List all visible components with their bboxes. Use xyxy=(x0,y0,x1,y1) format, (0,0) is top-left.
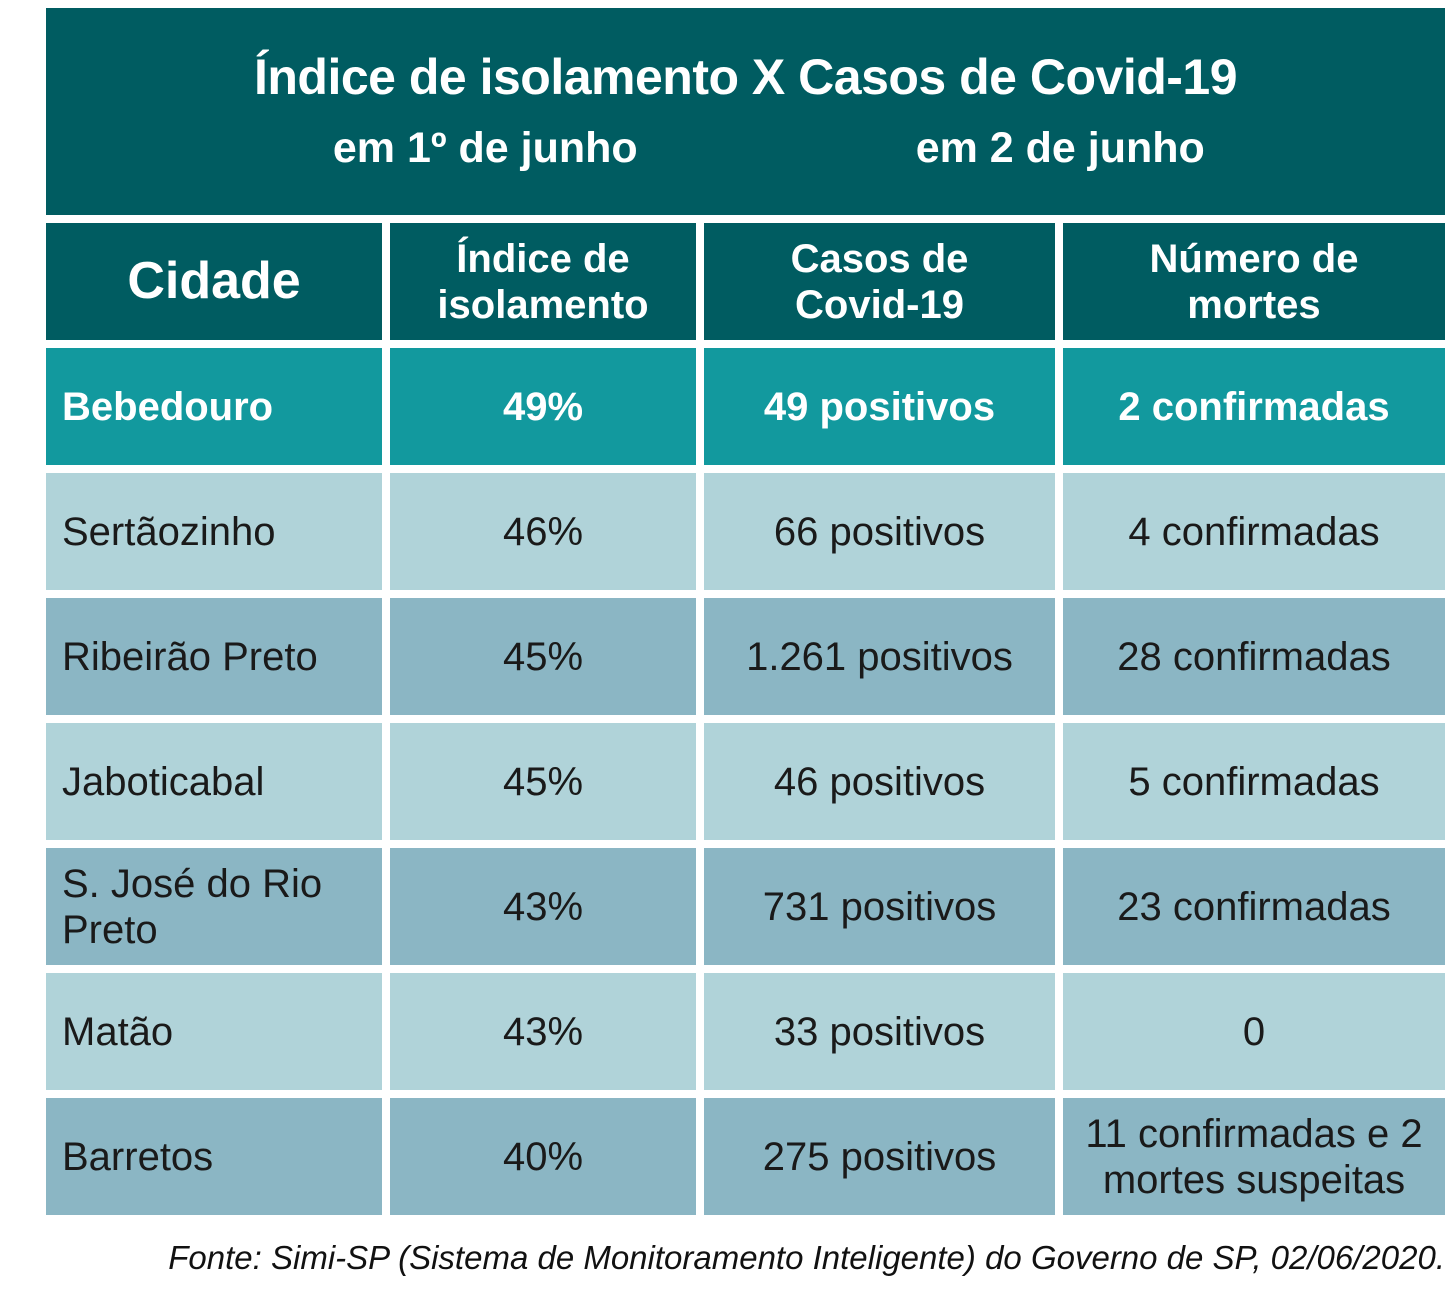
cell-city: S. José do Rio Preto xyxy=(46,848,382,965)
subtitle-date-right: em 2 de junho xyxy=(915,124,1205,172)
header-cell-cidade: Cidade xyxy=(46,223,382,340)
table-body: Bebedouro 49% 49 positivos 2 confirmadas… xyxy=(46,348,1445,1215)
cell-cases: 33 positivos xyxy=(704,973,1055,1090)
cell-cases: 66 positivos xyxy=(704,473,1055,590)
cell-cases: 731 positivos xyxy=(704,848,1055,965)
cell-deaths: 5 confirmadas xyxy=(1063,723,1445,840)
table-title-band: Índice de isolamento X Casos de Covid-19… xyxy=(46,8,1445,215)
cell-deaths: 28 confirmadas xyxy=(1063,598,1445,715)
header-cell-mortes: Número de mortes xyxy=(1063,223,1445,340)
cell-city: Matão xyxy=(46,973,382,1090)
cell-deaths: 4 confirmadas xyxy=(1063,473,1445,590)
cell-city: Barretos xyxy=(46,1098,382,1215)
cell-city: Ribeirão Preto xyxy=(46,598,382,715)
isolation-covid-table: Índice de isolamento X Casos de Covid-19… xyxy=(46,8,1445,1277)
cell-isolation: 40% xyxy=(390,1098,696,1215)
table-row: Matão 43% 33 positivos 0 xyxy=(46,973,1445,1090)
source-caption: Fonte: Simi-SP (Sistema de Monitoramento… xyxy=(168,1239,1445,1276)
table-row: Ribeirão Preto 45% 1.261 positivos 28 co… xyxy=(46,598,1445,715)
cell-isolation: 43% xyxy=(390,973,696,1090)
table-row: Jaboticabal 45% 46 positivos 5 confirmad… xyxy=(46,723,1445,840)
cell-cases: 49 positivos xyxy=(704,348,1055,465)
table-row: Sertãozinho 46% 66 positivos 4 confirmad… xyxy=(46,473,1445,590)
cell-isolation: 49% xyxy=(390,348,696,465)
cell-city: Bebedouro xyxy=(46,348,382,465)
subtitle-date-left: em 1º de junho xyxy=(332,124,638,172)
cell-isolation: 45% xyxy=(390,723,696,840)
cell-isolation: 46% xyxy=(390,473,696,590)
cell-city: Sertãozinho xyxy=(46,473,382,590)
cell-isolation: 45% xyxy=(390,598,696,715)
table-row: S. José do Rio Preto 43% 731 positivos 2… xyxy=(46,848,1445,965)
table-row: Bebedouro 49% 49 positivos 2 confirmadas xyxy=(46,348,1445,465)
cell-deaths: 11 confirmadas e 2 mortes suspeitas xyxy=(1063,1098,1445,1215)
cell-cases: 1.261 positivos xyxy=(704,598,1055,715)
cell-deaths: 23 confirmadas xyxy=(1063,848,1445,965)
cell-isolation: 43% xyxy=(390,848,696,965)
cell-deaths: 0 xyxy=(1063,973,1445,1090)
header-cell-casos: Casos de Covid-19 xyxy=(704,223,1055,340)
cell-city: Jaboticabal xyxy=(46,723,382,840)
cell-cases: 46 positivos xyxy=(704,723,1055,840)
table-title: Índice de isolamento X Casos de Covid-19 xyxy=(253,49,1238,105)
cell-deaths: 2 confirmadas xyxy=(1063,348,1445,465)
cell-cases: 275 positivos xyxy=(704,1098,1055,1215)
header-cell-isolamento: Índice de isolamento xyxy=(390,223,696,340)
table-row: Barretos 40% 275 positivos 11 confirmada… xyxy=(46,1098,1445,1215)
table-header-row: Cidade Índice de isolamento Casos de Cov… xyxy=(46,223,1445,340)
